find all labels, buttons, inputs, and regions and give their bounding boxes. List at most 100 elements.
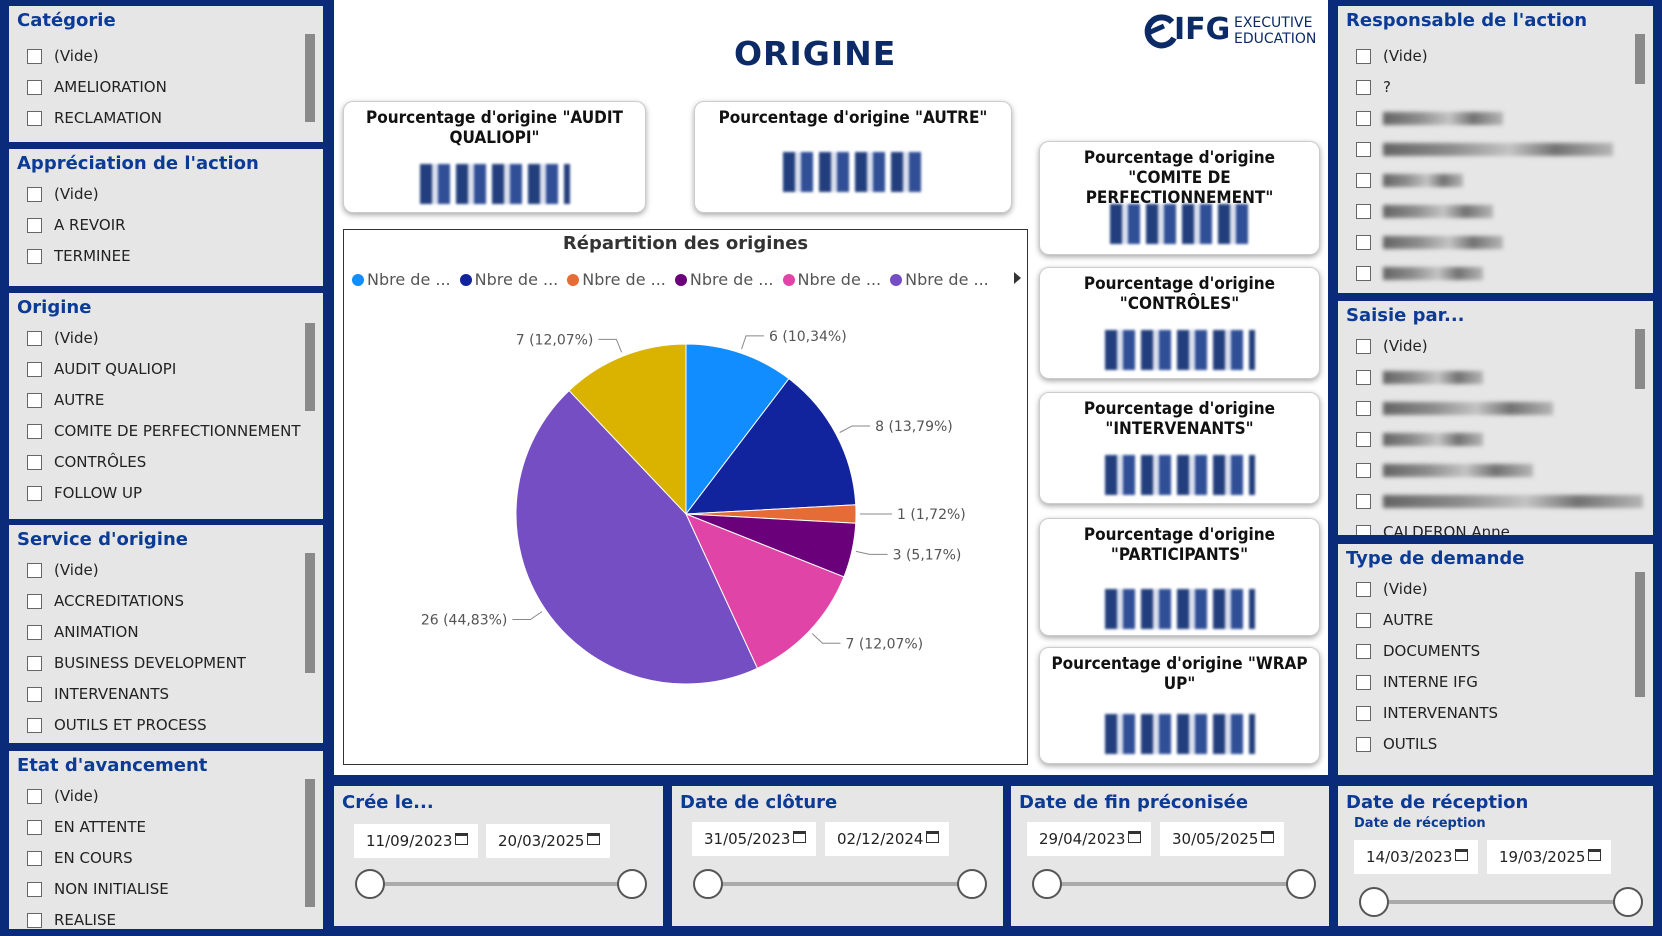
- slicer-item[interactable]: AUDIT QUALIOPI: [27, 357, 176, 381]
- card-participants[interactable]: Pourcentage d'origine "PARTICIPANTS": [1039, 518, 1320, 636]
- range-track[interactable]: [1047, 882, 1297, 886]
- card-controles[interactable]: Pourcentage d'origine "CONTRÔLES": [1039, 267, 1320, 379]
- range-start-handle[interactable]: [693, 869, 723, 899]
- checkbox[interactable]: [27, 186, 42, 202]
- end-date-input[interactable]: 02/12/2024: [825, 822, 949, 856]
- legend-item[interactable]: Nbre de ...: [567, 270, 666, 289]
- checkbox[interactable]: [27, 624, 42, 640]
- calendar-icon[interactable]: [926, 831, 939, 843]
- scrollbar[interactable]: [305, 323, 315, 411]
- start-date-input[interactable]: 11/09/2023: [354, 824, 478, 858]
- legend-item[interactable]: Nbre de ...: [459, 270, 558, 289]
- pie-slice-6[interactable]: [568, 343, 687, 516]
- checkbox[interactable]: [27, 423, 42, 439]
- slicer-item[interactable]: INTERVENANTS: [1356, 701, 1498, 725]
- slicer-item-redacted[interactable]: [1356, 489, 1643, 513]
- slicer-item[interactable]: BUSINESS DEVELOPMENT: [27, 651, 246, 675]
- slicer-item[interactable]: (Vide): [1356, 44, 1428, 68]
- checkbox[interactable]: [1356, 524, 1371, 535]
- slicer-item[interactable]: (Vide): [27, 182, 99, 206]
- checkbox[interactable]: [1356, 141, 1371, 157]
- checkbox[interactable]: [27, 686, 42, 702]
- slicer-item-redacted[interactable]: [1356, 137, 1613, 161]
- start-date-input[interactable]: 14/03/2023: [1354, 840, 1478, 874]
- checkbox[interactable]: [1356, 705, 1371, 721]
- range-start-handle[interactable]: [1032, 869, 1062, 899]
- slicer-item[interactable]: (Vide): [27, 558, 99, 582]
- checkbox[interactable]: [27, 217, 42, 233]
- checkbox[interactable]: [27, 655, 42, 671]
- range-end-handle[interactable]: [1286, 869, 1316, 899]
- legend-next-arrow-icon[interactable]: [1014, 272, 1021, 284]
- checkbox[interactable]: [1356, 736, 1371, 752]
- calendar-icon[interactable]: [1128, 831, 1141, 843]
- checkbox[interactable]: [27, 788, 42, 804]
- checkbox[interactable]: [1356, 338, 1371, 354]
- slicer-item-redacted[interactable]: [1356, 230, 1503, 254]
- range-track[interactable]: [708, 882, 972, 886]
- calendar-icon[interactable]: [1261, 831, 1274, 843]
- checkbox[interactable]: [1356, 172, 1371, 188]
- checkbox[interactable]: [27, 819, 42, 835]
- checkbox[interactable]: [1356, 110, 1371, 126]
- range-start-handle[interactable]: [355, 869, 385, 899]
- pie-slice-0[interactable]: [685, 343, 790, 516]
- slicer-item[interactable]: (Vide): [1356, 334, 1428, 358]
- slicer-item-redacted[interactable]: [1356, 261, 1483, 285]
- checkbox[interactable]: [1356, 234, 1371, 250]
- slicer-item-redacted[interactable]: [1356, 427, 1483, 451]
- range-start-handle[interactable]: [1359, 887, 1389, 917]
- checkbox[interactable]: [1356, 79, 1371, 95]
- checkbox[interactable]: [27, 850, 42, 866]
- checkbox[interactable]: [27, 912, 42, 928]
- checkbox[interactable]: [1356, 369, 1371, 385]
- card-autre[interactable]: Pourcentage d'origine "AUTRE": [694, 101, 1012, 213]
- slicer-item[interactable]: (Vide): [27, 784, 99, 808]
- slicer-item[interactable]: COMITE DE PERFECTIONNEMENT: [27, 419, 301, 443]
- start-date-input[interactable]: 29/04/2023: [1027, 822, 1151, 856]
- checkbox[interactable]: [27, 485, 42, 501]
- slicer-item[interactable]: OUTILS ET PROCESS: [27, 713, 207, 737]
- checkbox[interactable]: [1356, 612, 1371, 628]
- slicer-item[interactable]: DOCUMENTS: [1356, 639, 1480, 663]
- legend-item[interactable]: Nbre de ...: [674, 270, 774, 289]
- checkbox[interactable]: [1356, 265, 1371, 281]
- checkbox[interactable]: [27, 248, 42, 264]
- slicer-item[interactable]: AUTRE: [27, 388, 104, 412]
- checkbox[interactable]: [1356, 643, 1371, 659]
- checkbox[interactable]: [27, 330, 42, 346]
- pie-slice-5[interactable]: [515, 389, 759, 685]
- scrollbar[interactable]: [305, 553, 315, 673]
- checkbox[interactable]: [27, 562, 42, 578]
- slicer-item[interactable]: FOLLOW UP: [27, 481, 142, 505]
- slicer-item[interactable]: OUTILS: [1356, 732, 1437, 756]
- scrollbar[interactable]: [1635, 34, 1645, 84]
- checkbox[interactable]: [1356, 400, 1371, 416]
- scrollbar[interactable]: [1635, 572, 1645, 697]
- pie-chart-panel[interactable]: Répartition des origines Nbre de ... Nbr…: [343, 229, 1028, 765]
- slicer-item-redacted[interactable]: [1356, 396, 1553, 420]
- range-end-handle[interactable]: [1613, 887, 1643, 917]
- end-date-input[interactable]: 20/03/2025: [486, 824, 610, 858]
- checkbox[interactable]: [1356, 581, 1371, 597]
- slicer-item[interactable]: REALISE: [27, 908, 116, 929]
- scrollbar[interactable]: [305, 779, 315, 907]
- calendar-icon[interactable]: [455, 833, 468, 845]
- range-track[interactable]: [370, 882, 634, 886]
- slicer-item[interactable]: TERMINEE: [27, 244, 131, 268]
- checkbox[interactable]: [1356, 493, 1371, 509]
- calendar-icon[interactable]: [1588, 849, 1601, 861]
- slicer-item[interactable]: EN ATTENTE: [27, 815, 146, 839]
- slicer-item[interactable]: CONTRÔLES: [27, 450, 146, 474]
- card-intervenants[interactable]: Pourcentage d'origine "INTERVENANTS": [1039, 392, 1320, 504]
- range-end-handle[interactable]: [957, 869, 987, 899]
- calendar-icon[interactable]: [793, 831, 806, 843]
- legend-item[interactable]: Nbre de ...: [782, 270, 881, 289]
- checkbox[interactable]: [27, 110, 42, 126]
- card-wrapup[interactable]: Pourcentage d'origine "WRAP UP": [1039, 647, 1320, 764]
- start-date-input[interactable]: 31/05/2023: [692, 822, 816, 856]
- slicer-item[interactable]: ACCREDITATIONS: [27, 589, 184, 613]
- scrollbar[interactable]: [305, 34, 315, 122]
- slicer-item[interactable]: CALDERON Anne: [1356, 520, 1510, 535]
- slicer-item-redacted[interactable]: [1356, 106, 1503, 130]
